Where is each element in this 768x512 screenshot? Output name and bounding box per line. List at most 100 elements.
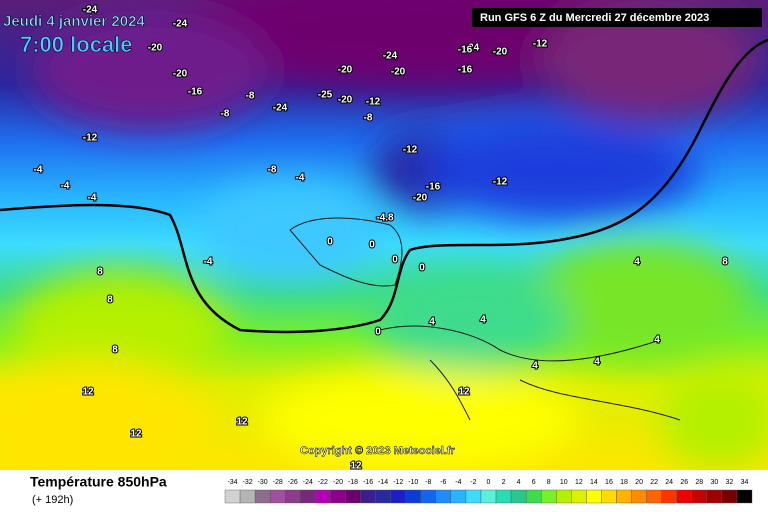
contour-label: -12 bbox=[366, 97, 381, 108]
contour-label: -24 bbox=[173, 19, 188, 30]
contour-label: -16 bbox=[458, 65, 473, 76]
scale-swatch bbox=[601, 489, 617, 504]
contour-label: 12 bbox=[350, 461, 362, 472]
contour-label: -20 bbox=[493, 47, 508, 58]
contour-labels: -24-24-20-20-16-12-8-8-4-4-24-20-24-20 -1… bbox=[33, 4, 730, 473]
contour-label: -8 bbox=[246, 91, 255, 102]
scale-label: -16 bbox=[363, 479, 373, 486]
scale-label: 22 bbox=[650, 479, 658, 486]
scale-swatch bbox=[721, 489, 738, 504]
scale-swatch bbox=[465, 489, 482, 504]
contour-label: 0 bbox=[392, 255, 398, 266]
map-area: -24-24-20-20-16-12-8-8-4-4-24-20-24-20 -1… bbox=[0, 0, 768, 480]
scale-swatch bbox=[525, 489, 542, 504]
scale-label: 34 bbox=[741, 479, 749, 486]
contour-label: -16 bbox=[458, 45, 473, 56]
coastline bbox=[289, 217, 403, 287]
contour-label: -20 bbox=[173, 69, 188, 80]
scale-label: -32 bbox=[243, 479, 253, 486]
scale-label: -34 bbox=[227, 479, 237, 486]
contour-label: -20 bbox=[148, 43, 163, 54]
scale-label: -24 bbox=[303, 479, 313, 486]
scale-label: 14 bbox=[590, 479, 598, 486]
scale-swatch bbox=[510, 489, 527, 504]
scale-label: 0 bbox=[487, 479, 491, 486]
scale-label: -26 bbox=[288, 479, 298, 486]
contour-label: 0 bbox=[369, 240, 375, 251]
contour-label: -20 bbox=[413, 193, 428, 204]
scale-swatch bbox=[480, 489, 497, 504]
scale-swatch bbox=[375, 489, 391, 504]
scale-swatch bbox=[360, 489, 376, 504]
scale-label: 2 bbox=[502, 479, 506, 486]
scale-label: -22 bbox=[318, 479, 328, 486]
scale-swatch bbox=[706, 489, 723, 504]
run-info: Run GFS 6 Z du Mercredi 27 décembre 2023 bbox=[480, 12, 709, 24]
scale-swatch bbox=[239, 489, 256, 504]
contour-label: -24 bbox=[383, 51, 398, 62]
contour-label: -20 bbox=[338, 65, 353, 76]
temperature-field bbox=[0, 0, 768, 480]
scale-label: 4 bbox=[517, 479, 521, 486]
contour-label: -8 bbox=[268, 165, 277, 176]
scale-swatch bbox=[571, 489, 587, 504]
scale-label: 28 bbox=[695, 479, 703, 486]
scale-label: -28 bbox=[273, 479, 283, 486]
contour-label: 4 bbox=[532, 361, 538, 372]
contour-label: -8 bbox=[364, 113, 373, 124]
contour-label: 4 bbox=[654, 335, 660, 346]
contour-label: -8 bbox=[221, 109, 230, 120]
contour-label: -24 bbox=[273, 103, 288, 114]
scale-swatch bbox=[736, 489, 753, 504]
copyright: Copyright © 2023 Meteociel.fr bbox=[300, 445, 456, 457]
scale-swatch bbox=[330, 489, 346, 504]
scale-swatch bbox=[435, 489, 452, 504]
scale-label: 32 bbox=[726, 479, 734, 486]
scale-swatch bbox=[405, 489, 421, 504]
scale-label: 6 bbox=[532, 479, 536, 486]
scale-swatch bbox=[420, 489, 437, 504]
scale-label: -4 bbox=[455, 479, 461, 486]
contour-label: 4 bbox=[594, 357, 600, 368]
contour-label: 12 bbox=[458, 387, 470, 398]
scale-label: 10 bbox=[560, 479, 568, 486]
contour-label: -12 bbox=[83, 133, 98, 144]
scale-label: 26 bbox=[680, 479, 688, 486]
contour-label: -24 bbox=[83, 5, 98, 16]
scale-swatch bbox=[300, 489, 316, 504]
scale-swatch bbox=[646, 489, 662, 504]
scale-swatch bbox=[631, 489, 647, 504]
contour-label: 12 bbox=[82, 387, 94, 398]
color-scale: -34 -32 -30 -28 -26 -24 -22 -20 -18 -16 -14 -12 -10-… bbox=[224, 479, 753, 504]
contour-label: -12 bbox=[403, 145, 418, 156]
scale-swatch bbox=[586, 489, 602, 504]
scale-swatch bbox=[541, 489, 557, 504]
scale-swatch bbox=[556, 489, 572, 504]
scale-label: -30 bbox=[258, 479, 268, 486]
scale-label: 8 bbox=[547, 479, 551, 486]
contour-label: 0 bbox=[375, 327, 381, 338]
contour-label: 8 bbox=[722, 257, 728, 268]
contour-label: 8 bbox=[112, 345, 118, 356]
contour-label: 0 bbox=[419, 263, 425, 274]
scale-swatch bbox=[224, 489, 241, 504]
contour-label: -4 bbox=[61, 181, 70, 192]
scale-swatch bbox=[661, 489, 677, 504]
contour-label: 8 bbox=[97, 267, 103, 278]
scale-label: -6 bbox=[440, 479, 446, 486]
scale-swatch bbox=[345, 489, 361, 504]
scale-label: 18 bbox=[620, 479, 628, 486]
scale-swatch bbox=[315, 489, 331, 504]
scale-swatch bbox=[616, 489, 632, 504]
contour-label: -16 bbox=[426, 182, 441, 193]
contour-label: -12 bbox=[493, 177, 508, 188]
forecast-time: 7:00 locale bbox=[20, 32, 133, 57]
run-box bbox=[472, 8, 762, 27]
contour-label: -4 bbox=[88, 193, 97, 204]
contour-label: -16 bbox=[188, 87, 203, 98]
scale-swatch bbox=[495, 489, 512, 504]
scale-label: -18 bbox=[348, 479, 358, 486]
contour-label: 0 bbox=[327, 237, 333, 248]
contour-label: -4 bbox=[204, 257, 213, 268]
